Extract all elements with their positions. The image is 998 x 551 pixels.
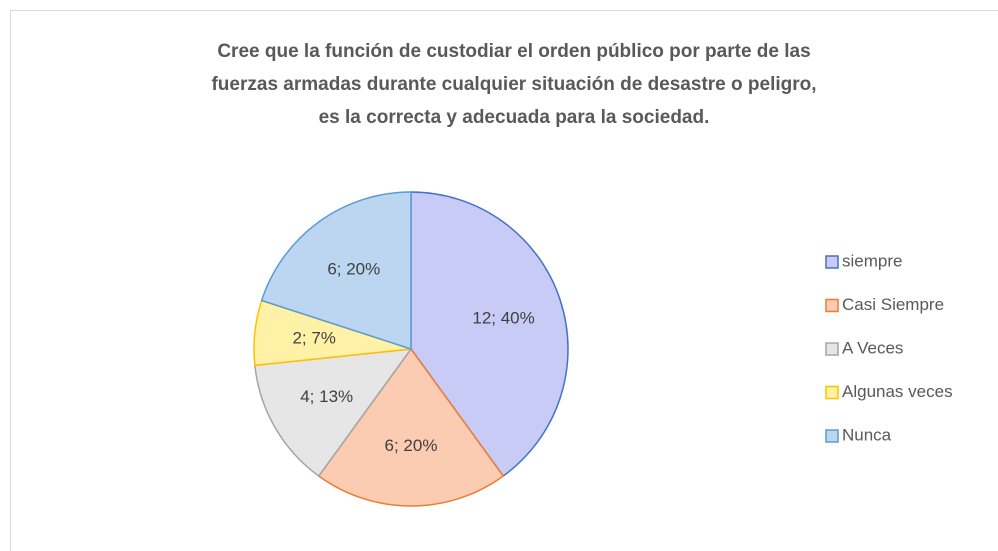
legend-swatch (825, 429, 839, 443)
data-label: 2; 7% (292, 328, 335, 347)
chart-title: fuerzas armadas durante cualquier situac… (211, 74, 816, 95)
chart-title: Cree que la función de custodiar el orde… (217, 41, 810, 62)
pie-slice (410, 191, 569, 478)
legend-swatch (825, 255, 839, 269)
data-label: 12; 40% (472, 308, 534, 327)
legend-label: A Veces (842, 338, 903, 357)
data-label: 6; 20% (327, 260, 380, 279)
pie-slice (317, 347, 505, 507)
legend-label: Algunas veces (842, 382, 953, 401)
pie-slice (254, 348, 413, 478)
legend-label: siempre (842, 251, 902, 270)
data-label: 6; 20% (385, 436, 438, 455)
legend-swatch (825, 342, 839, 356)
legend-label: Nunca (842, 425, 892, 444)
chart-title: es la correcta y adecuada para la socied… (319, 107, 710, 128)
data-label: 4; 13% (300, 387, 353, 406)
pie-slice (260, 191, 412, 351)
legend-swatch (825, 385, 839, 400)
legend-label: Casi Siempre (842, 295, 944, 314)
legend-swatch (825, 298, 839, 313)
